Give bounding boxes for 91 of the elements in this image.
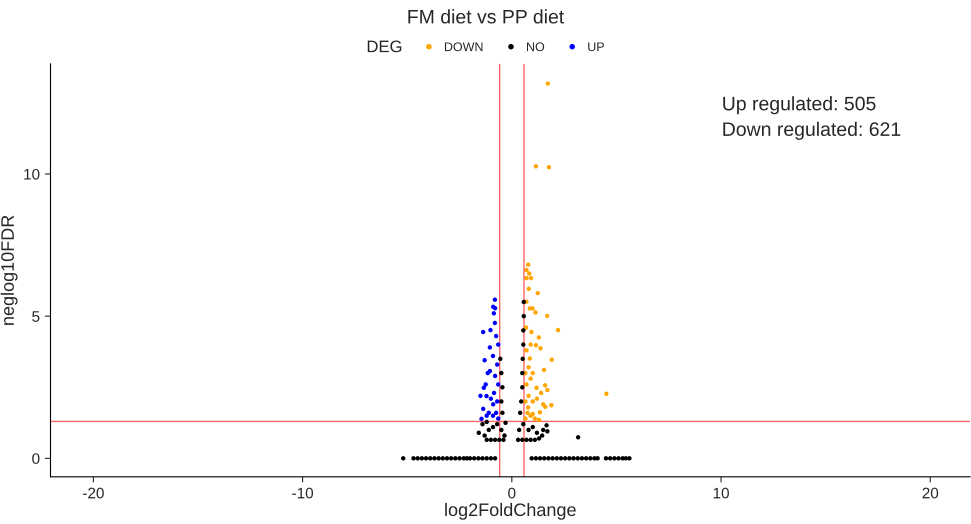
- point: [546, 164, 552, 170]
- point: [538, 346, 543, 350]
- point: [492, 320, 498, 326]
- legend-title: DEG: [368, 40, 402, 52]
- x-tick-label: 0: [508, 488, 516, 498]
- point: [490, 414, 496, 418]
- point: [550, 357, 554, 362]
- y-tick-label: 0: [32, 453, 40, 464]
- point: [536, 335, 542, 340]
- point: [486, 410, 492, 416]
- point: [534, 386, 539, 390]
- point: [546, 81, 550, 86]
- point: [483, 382, 488, 387]
- point: [524, 348, 529, 352]
- point: [496, 416, 500, 421]
- point: [533, 310, 538, 315]
- point: [525, 410, 530, 416]
- point: [478, 394, 483, 398]
- point: [524, 276, 529, 280]
- point: [480, 330, 486, 334]
- point: [527, 271, 532, 276]
- point: [544, 314, 550, 318]
- point: [479, 416, 484, 422]
- point: [536, 290, 540, 296]
- point: [556, 328, 560, 332]
- point: [532, 416, 538, 421]
- point: [492, 297, 498, 302]
- point: [538, 410, 542, 414]
- point: [486, 370, 490, 376]
- point: [526, 405, 530, 410]
- point: [494, 410, 498, 416]
- y-tick-label: 10: [24, 168, 40, 180]
- x-tick-label: -20: [83, 488, 104, 498]
- point: [528, 356, 532, 361]
- point: [528, 276, 534, 280]
- point: [492, 311, 496, 316]
- point: [542, 383, 548, 388]
- point: [482, 386, 486, 390]
- chart-title: FM diet vs PP diet: [408, 9, 564, 24]
- point: [528, 376, 533, 381]
- point: [536, 418, 542, 422]
- legend-label: DOWN: [444, 42, 482, 52]
- point: [494, 399, 500, 404]
- point: [480, 406, 486, 412]
- point: [542, 368, 546, 372]
- point: [488, 345, 492, 350]
- point: [529, 330, 534, 334]
- point: [526, 286, 531, 292]
- point: [492, 390, 496, 396]
- point: [523, 399, 528, 404]
- point: [528, 342, 533, 347]
- point: [524, 325, 528, 330]
- point: [490, 354, 496, 358]
- point: [534, 164, 538, 168]
- point: [530, 399, 535, 404]
- point: [491, 402, 496, 407]
- legend-label: UP: [588, 42, 604, 52]
- point: [528, 414, 533, 418]
- annotation: Up regulated: 505: [723, 96, 876, 114]
- x-tick-label: 10: [714, 488, 729, 498]
- point: [488, 396, 494, 401]
- x-axis-title: log2FoldChange: [445, 502, 576, 520]
- point: [484, 394, 489, 398]
- point: [530, 370, 535, 376]
- point: [541, 402, 546, 407]
- point: [496, 382, 500, 387]
- point: [545, 388, 550, 392]
- point: [482, 358, 487, 362]
- point: [524, 382, 529, 387]
- y-tick-label: 5: [32, 311, 40, 322]
- point: [526, 394, 531, 398]
- point: [496, 342, 500, 347]
- point: [524, 268, 529, 272]
- point: [534, 342, 538, 348]
- point: [538, 390, 544, 396]
- point: [604, 392, 609, 396]
- point: [488, 328, 493, 332]
- x-tick-label: 20: [922, 488, 938, 498]
- point: [494, 362, 500, 367]
- point: [526, 262, 530, 267]
- point: [484, 414, 489, 418]
- point: [549, 402, 554, 408]
- y-axis-title: neglog10FDR: [0, 216, 18, 325]
- legend-label: NO: [527, 42, 544, 52]
- point: [494, 334, 498, 338]
- point: [492, 374, 498, 378]
- x-tick-label: -10: [292, 488, 314, 498]
- point: [534, 396, 540, 401]
- annotation: Down regulated: 621: [723, 122, 900, 140]
- point: [526, 365, 531, 370]
- point: [523, 416, 528, 421]
